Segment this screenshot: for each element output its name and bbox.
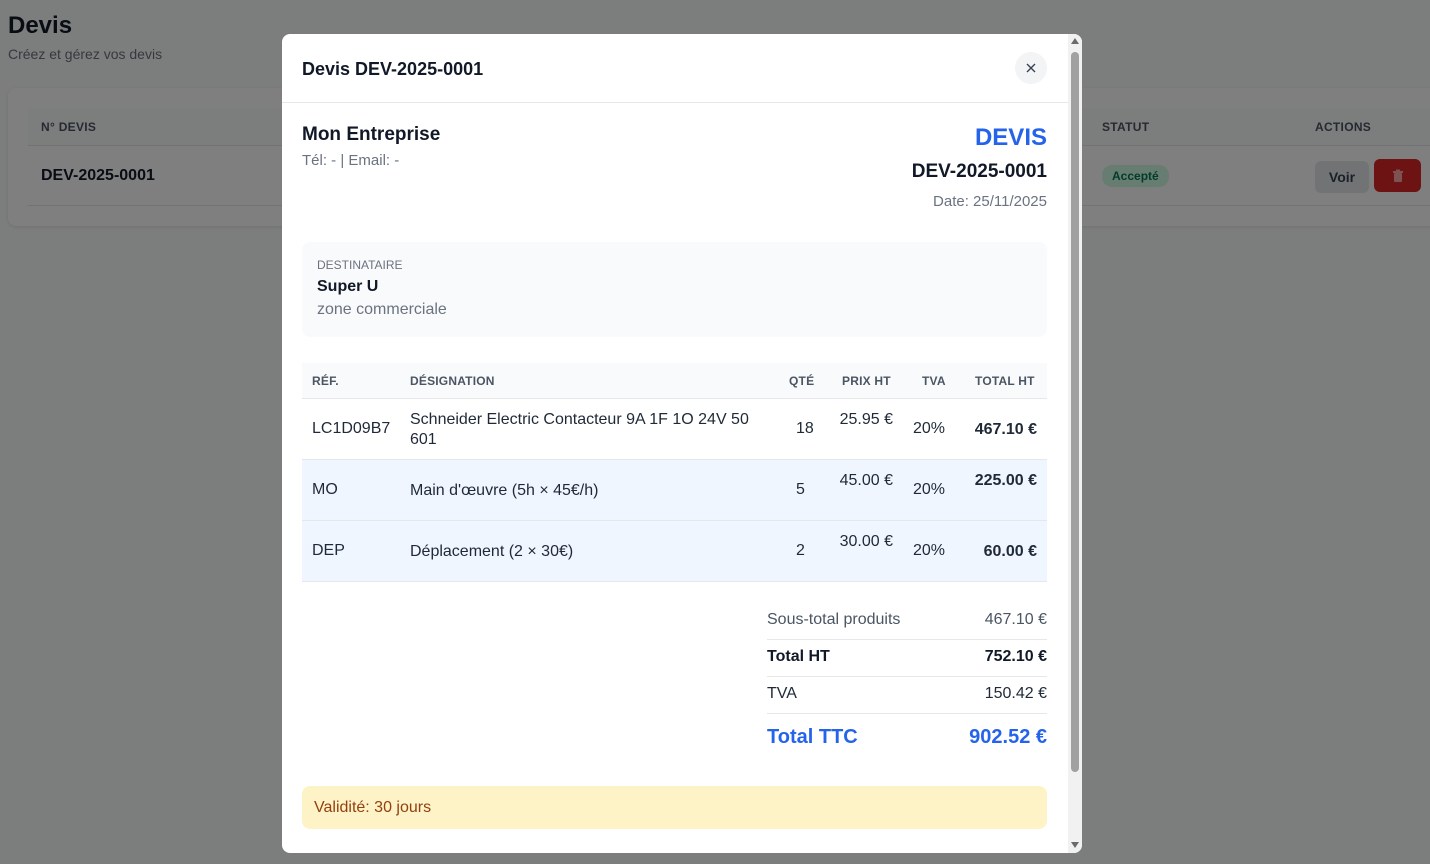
modal-header: Devis DEV-2025-0001 <box>282 34 1068 103</box>
col-qte: QTÉ <box>789 374 815 388</box>
close-button[interactable] <box>1015 52 1047 84</box>
item-designation: Déplacement (2 × 30€) <box>410 543 574 560</box>
item-total: 225.00 € <box>974 472 1037 489</box>
item-prix: 30.00 € <box>839 533 893 550</box>
totals-block: Sous-total produits 467.10 € Total HT 75… <box>767 603 1047 762</box>
tva-value: 150.42 € <box>984 685 1047 702</box>
validity-notice: Validité: 30 jours <box>302 786 1047 829</box>
scroll-thumb[interactable] <box>1071 52 1079 772</box>
item-designation: Schneider Electric Contacteur 9A 1F 1O 2… <box>410 411 749 448</box>
item-ref: MO <box>312 481 338 498</box>
document-date: Date: 25/11/2025 <box>933 193 1047 210</box>
item-ref: DEP <box>312 542 345 559</box>
item-prix: 45.00 € <box>839 472 893 489</box>
total-ttc-label: Total TTC <box>767 726 858 748</box>
subtotal-label: Sous-total produits <box>767 611 901 628</box>
item-tva: 20% <box>913 542 946 559</box>
close-icon <box>1026 63 1036 73</box>
tva-row: TVA 150.42 € <box>767 677 1047 714</box>
scroll-up-icon[interactable] <box>1071 38 1079 44</box>
col-designation: DÉSIGNATION <box>410 374 495 388</box>
col-ref: RÉF. <box>312 374 339 388</box>
col-tva: TVA <box>922 374 946 388</box>
item-ref: LC1D09B7 <box>312 420 391 437</box>
total-ttc-value: 902.52 € <box>969 726 1047 748</box>
item-tva: 20% <box>913 420 946 437</box>
col-total: TOTAL HT <box>975 374 1035 388</box>
item-qte: 2 <box>796 542 805 559</box>
recipient-address: zone commerciale <box>317 301 447 318</box>
item-designation: Main d'œuvre (5h × 45€/h) <box>410 482 599 499</box>
item-prix: 25.95 € <box>839 411 893 428</box>
table-row: DEP Déplacement (2 × 30€) 2 30.00 € 20% … <box>302 521 1047 582</box>
items-header: RÉF. DÉSIGNATION QTÉ PRIX HT TVA TOTAL H… <box>302 363 1047 399</box>
col-prix: PRIX HT <box>842 374 891 388</box>
recipient-label: DESTINATAIRE <box>317 258 403 272</box>
table-row: MO Main d'œuvre (5h × 45€/h) 5 45.00 € 2… <box>302 460 1047 521</box>
subtotal-row: Sous-total produits 467.10 € <box>767 603 1047 640</box>
item-total: 60.00 € <box>983 543 1037 560</box>
document-number: DEV-2025-0001 <box>911 161 1047 182</box>
devis-modal: Devis DEV-2025-0001 Mon Entreprise Tél: … <box>282 34 1082 853</box>
item-qte: 5 <box>796 481 805 498</box>
subtotal-value: 467.10 € <box>984 611 1047 628</box>
modal-scrollbar[interactable] <box>1068 34 1082 853</box>
recipient-box: DESTINATAIRE Super U zone commerciale <box>302 242 1047 337</box>
total-ttc-row: Total TTC 902.52 € <box>767 714 1047 762</box>
table-row: LC1D09B7 Schneider Electric Contacteur 9… <box>302 399 1047 460</box>
total-ht-row: Total HT 752.10 € <box>767 640 1047 677</box>
total-ht-value: 752.10 € <box>984 648 1047 665</box>
items-table: RÉF. DÉSIGNATION QTÉ PRIX HT TVA TOTAL H… <box>302 363 1047 582</box>
company-name: Mon Entreprise <box>302 124 441 145</box>
scroll-down-icon[interactable] <box>1071 842 1079 848</box>
item-total: 467.10 € <box>974 421 1037 438</box>
document-type: DEVIS <box>974 124 1047 151</box>
item-tva: 20% <box>913 481 946 498</box>
validity-text: Validité: 30 jours <box>314 799 432 816</box>
tva-label: TVA <box>767 685 797 702</box>
item-qte: 18 <box>796 420 814 437</box>
recipient-name: Super U <box>317 278 379 295</box>
company-contact: Tél: - | Email: - <box>302 152 400 169</box>
modal-title: Devis DEV-2025-0001 <box>302 59 484 79</box>
total-ht-label: Total HT <box>767 648 830 665</box>
